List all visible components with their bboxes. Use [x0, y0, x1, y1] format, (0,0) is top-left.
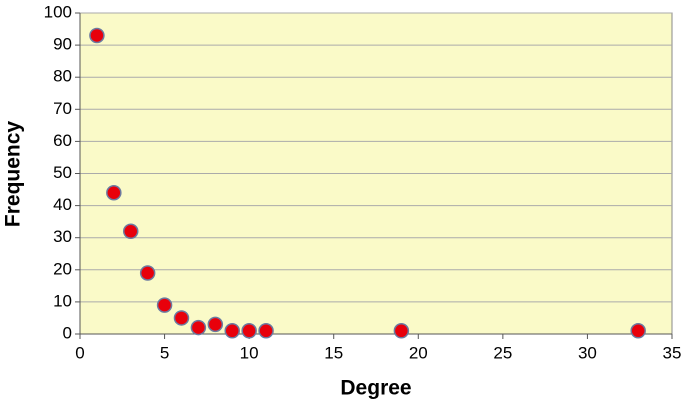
- x-tick-label: 30: [578, 343, 597, 362]
- x-tick-label: 10: [240, 343, 259, 362]
- y-tick-label: 20: [53, 259, 72, 278]
- point: [258, 323, 274, 339]
- y-tick-label: 40: [53, 195, 72, 214]
- point: [106, 185, 122, 201]
- y-axis-title: Frequency: [2, 121, 25, 228]
- y-tick-label: 50: [53, 163, 72, 182]
- y-tick-label: 0: [63, 323, 72, 342]
- point: [190, 319, 207, 336]
- y-tick-label: 30: [53, 227, 72, 246]
- y-tick-label: 70: [53, 99, 72, 118]
- point: [122, 223, 139, 240]
- x-tick-label: 15: [324, 343, 343, 362]
- y-tick-label: 100: [44, 2, 72, 21]
- y-tick-label: 60: [53, 131, 72, 150]
- y-tick-label: 10: [53, 291, 72, 310]
- point: [173, 310, 190, 326]
- point: [241, 323, 257, 339]
- x-tick-label: 25: [493, 343, 512, 362]
- x-tick-label: 20: [409, 343, 428, 362]
- x-tick-label: 35: [663, 343, 682, 362]
- point: [89, 27, 105, 44]
- point: [630, 323, 646, 339]
- point: [224, 323, 240, 339]
- y-tick-label: 80: [53, 67, 72, 86]
- point: [207, 316, 224, 333]
- point: [393, 323, 410, 339]
- y-tick-label: 90: [53, 35, 72, 54]
- point: [156, 297, 173, 313]
- x-tick-label: 5: [160, 343, 169, 362]
- point: [139, 265, 156, 281]
- x-axis-title: Degree: [340, 377, 411, 400]
- x-tick-label: 0: [75, 343, 84, 362]
